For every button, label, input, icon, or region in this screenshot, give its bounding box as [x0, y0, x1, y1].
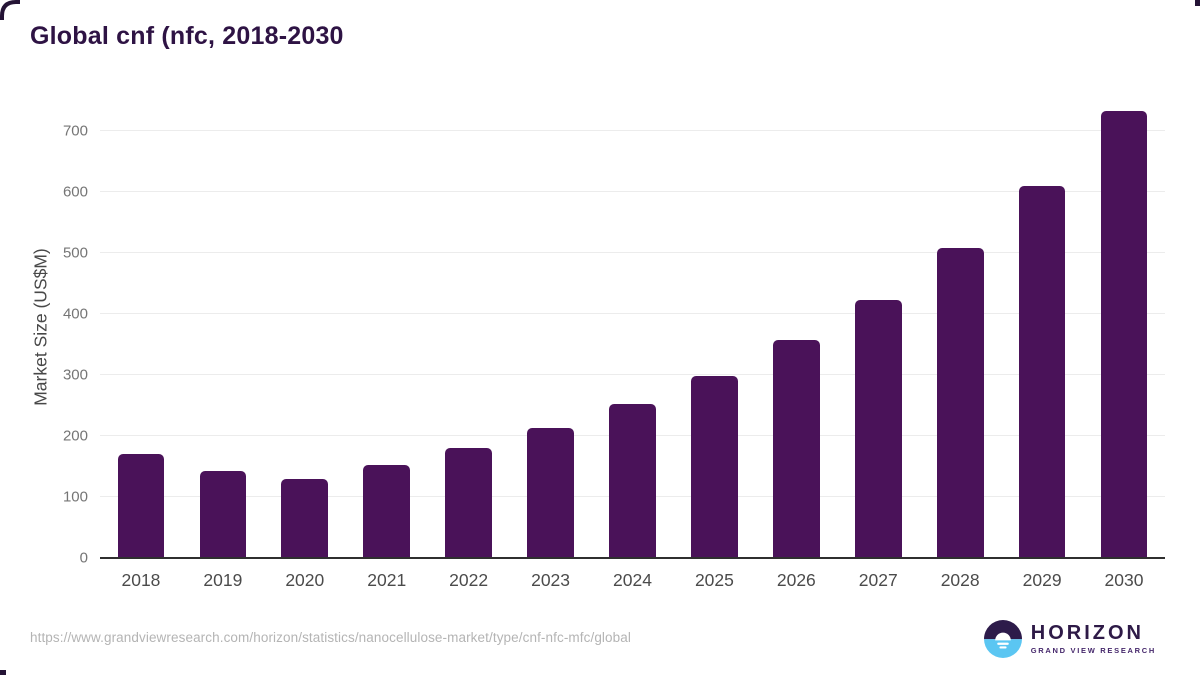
x-axis-line — [100, 557, 1165, 559]
x-tick-2029: 2029 — [1022, 570, 1062, 590]
y-tick-400: 400 — [62, 305, 88, 323]
y-axis-ticks: 0 100 200 300 400 500 600 700 — [0, 110, 88, 566]
bar-2029[interactable] — [1018, 186, 1066, 558]
bar-band-2018 — [100, 110, 182, 558]
bar-2021[interactable] — [363, 465, 411, 558]
bar-band-2019 — [182, 110, 264, 558]
logo-name: HORIZON — [1030, 622, 1144, 644]
y-tick-700: 700 — [62, 122, 88, 140]
y-tick-100: 100 — [62, 488, 88, 506]
x-tick-2018: 2018 — [121, 570, 161, 590]
y-tick-0: 0 — [79, 549, 88, 567]
bar-band-2030 — [1083, 110, 1165, 558]
x-tick-2026: 2026 — [776, 570, 816, 590]
bar-band-2023 — [510, 110, 592, 558]
gridline-300 — [100, 374, 1165, 376]
x-tick-2019: 2019 — [203, 570, 243, 590]
y-tick-500: 500 — [62, 244, 88, 262]
bar-band-2028 — [919, 110, 1001, 558]
y-tick-600: 600 — [62, 183, 88, 201]
logo-tagline: GRAND VIEW RESEARCH — [1030, 646, 1156, 655]
bar-2025[interactable] — [691, 375, 738, 558]
gridline-700 — [100, 130, 1165, 132]
frame-corner-top-right — [1195, 0, 1200, 6]
bar-band-2029 — [1001, 110, 1083, 558]
bar-2019[interactable] — [199, 471, 247, 558]
x-tick-2024: 2024 — [613, 570, 652, 590]
bars-container — [100, 110, 1165, 558]
gridline-600 — [100, 191, 1165, 193]
x-tick-2030: 2030 — [1104, 570, 1144, 590]
x-tick-2022: 2022 — [449, 570, 489, 590]
bar-band-2021 — [346, 110, 428, 558]
bar-2020[interactable] — [281, 479, 329, 558]
horizon-logo-text: HORIZON GRAND VIEW RESEARCH — [1030, 622, 1156, 656]
x-tick-2020: 2020 — [285, 570, 325, 590]
bar-band-2024 — [592, 110, 674, 558]
bar-2018[interactable] — [117, 454, 165, 558]
x-tick-2023: 2023 — [531, 570, 571, 590]
x-axis-labels: 2018 2019 2020 2021 2022 2023 2024 2025 2026 2027… — [100, 570, 1165, 591]
bar-2027[interactable] — [854, 299, 902, 558]
x-tick-2021: 2021 — [367, 570, 407, 590]
source-url: https://www.grandviewresearch.com/horizo… — [30, 630, 631, 645]
x-tick-2025: 2025 — [694, 570, 734, 590]
plot-area — [100, 110, 1165, 559]
bar-2028[interactable] — [936, 248, 984, 558]
bar-band-2026 — [755, 110, 837, 558]
bar-band-2025 — [673, 110, 755, 558]
bar-2026[interactable] — [772, 340, 820, 558]
bar-band-2020 — [264, 110, 346, 558]
y-tick-200: 200 — [62, 427, 88, 445]
bar-2023[interactable] — [527, 428, 574, 558]
x-tick-2027: 2027 — [858, 570, 898, 590]
frame-corner-top-left — [0, 0, 20, 20]
horizon-logo-icon — [983, 620, 1022, 658]
bar-band-2027 — [837, 110, 919, 558]
x-tick-2028: 2028 — [940, 570, 980, 590]
bar-band-2022 — [428, 110, 510, 558]
gridline-400 — [100, 313, 1165, 315]
chart-title: Global cnf (nfc, 2018-2030 — [30, 22, 344, 50]
y-tick-300: 300 — [62, 366, 88, 384]
bar-2024[interactable] — [609, 403, 656, 558]
bar-2022[interactable] — [445, 448, 492, 558]
bar-2030[interactable] — [1100, 110, 1148, 558]
frame-corner-bottom-left — [0, 670, 6, 675]
horizon-logo[interactable]: HORIZON GRAND VIEW RESEARCH — [983, 620, 1156, 658]
gridline-500 — [100, 252, 1165, 254]
